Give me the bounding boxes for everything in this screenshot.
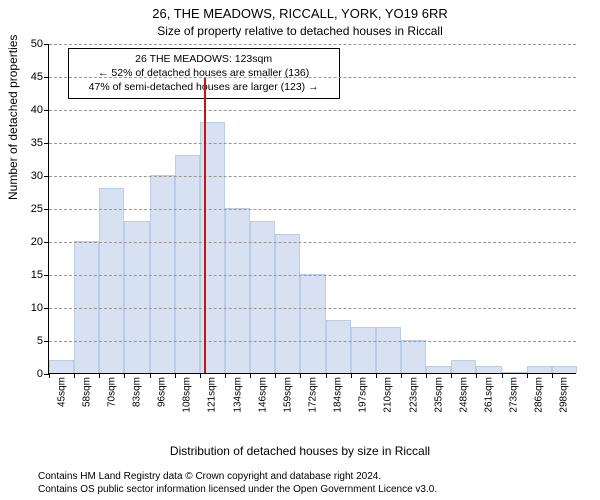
x-tick-mark xyxy=(124,373,125,378)
chart-plot-area: 26 THE MEADOWS: 123sqm ← 52% of detached… xyxy=(48,44,576,374)
y-tick-label: 35 xyxy=(31,137,43,149)
footer-line-2: Contains OS public sector information li… xyxy=(38,483,590,496)
x-tick-mark xyxy=(225,373,226,378)
histogram-bar xyxy=(250,221,275,373)
footer-line-1: Contains HM Land Registry data © Crown c… xyxy=(38,470,590,483)
gridline xyxy=(49,275,576,276)
x-tick-label: 159sqm xyxy=(282,377,293,413)
y-tick-label: 45 xyxy=(31,71,43,83)
gridline xyxy=(49,176,576,177)
histogram-bar xyxy=(74,241,99,373)
gridline xyxy=(49,143,576,144)
histogram-bar xyxy=(49,360,74,373)
gridline xyxy=(49,77,576,78)
histogram-bar xyxy=(376,327,401,373)
gridline xyxy=(49,110,576,111)
x-tick-mark xyxy=(200,373,201,378)
x-tick-label: 298sqm xyxy=(559,377,570,413)
y-tick-label: 10 xyxy=(31,302,43,314)
histogram-bar xyxy=(150,175,175,373)
x-tick-label: 96sqm xyxy=(157,377,168,407)
histogram-bar xyxy=(225,208,250,373)
x-tick-mark xyxy=(351,373,352,378)
x-tick-label: 248sqm xyxy=(458,377,469,413)
histogram-bar xyxy=(552,366,577,373)
y-tick-label: 0 xyxy=(37,368,43,380)
annotation-line-1: 26 THE MEADOWS: 123sqm xyxy=(75,52,333,66)
gridline xyxy=(49,308,576,309)
x-tick-label: 108sqm xyxy=(182,377,193,413)
x-tick-label: 83sqm xyxy=(132,377,143,407)
histogram-bar xyxy=(426,366,451,373)
x-tick-label: 184sqm xyxy=(333,377,344,413)
y-tick-label: 5 xyxy=(37,335,43,347)
histogram-bar xyxy=(401,340,426,373)
y-tick-label: 40 xyxy=(31,104,43,116)
footer-attribution: Contains HM Land Registry data © Crown c… xyxy=(38,470,590,496)
x-tick-mark xyxy=(74,373,75,378)
y-tick-label: 20 xyxy=(31,236,43,248)
chart-title-sub: Size of property relative to detached ho… xyxy=(0,24,600,38)
x-tick-mark xyxy=(275,373,276,378)
histogram-bar xyxy=(124,221,149,373)
chart-title-main: 26, THE MEADOWS, RICCALL, YORK, YO19 6RR xyxy=(0,6,600,21)
gridline xyxy=(49,209,576,210)
x-tick-mark xyxy=(451,373,452,378)
x-tick-label: 146sqm xyxy=(257,377,268,413)
histogram-bar xyxy=(275,234,300,373)
x-tick-mark xyxy=(175,373,176,378)
x-tick-mark xyxy=(502,373,503,378)
x-tick-mark xyxy=(49,373,50,378)
histogram-bar xyxy=(351,327,376,373)
x-tick-label: 197sqm xyxy=(358,377,369,413)
x-tick-label: 172sqm xyxy=(308,377,319,413)
gridline xyxy=(49,242,576,243)
x-tick-label: 210sqm xyxy=(383,377,394,413)
x-tick-label: 273sqm xyxy=(509,377,520,413)
y-axis-label: Number of detached properties xyxy=(6,35,20,200)
x-tick-label: 235sqm xyxy=(433,377,444,413)
x-tick-label: 261sqm xyxy=(484,377,495,413)
x-tick-mark xyxy=(426,373,427,378)
x-tick-mark xyxy=(250,373,251,378)
y-tick-label: 15 xyxy=(31,269,43,281)
x-tick-mark xyxy=(300,373,301,378)
histogram-bar xyxy=(527,366,552,373)
x-tick-mark xyxy=(376,373,377,378)
histogram-bar xyxy=(99,188,124,373)
histogram-bar xyxy=(300,274,325,373)
histogram-bar xyxy=(502,372,527,373)
histogram-bar xyxy=(476,366,501,373)
highlight-property-line xyxy=(204,78,206,373)
x-tick-mark xyxy=(552,373,553,378)
x-tick-label: 134sqm xyxy=(232,377,243,413)
x-tick-label: 58sqm xyxy=(81,377,92,407)
gridline xyxy=(49,44,576,45)
histogram-bar xyxy=(451,360,476,373)
x-tick-mark xyxy=(326,373,327,378)
histogram-bar xyxy=(326,320,351,373)
x-tick-label: 45sqm xyxy=(56,377,67,407)
x-tick-mark xyxy=(99,373,100,378)
x-tick-mark xyxy=(476,373,477,378)
x-tick-label: 223sqm xyxy=(408,377,419,413)
gridline xyxy=(49,341,576,342)
x-axis-label: Distribution of detached houses by size … xyxy=(0,444,600,458)
y-tick-label: 30 xyxy=(31,170,43,182)
x-tick-label: 286sqm xyxy=(534,377,545,413)
x-tick-mark xyxy=(401,373,402,378)
x-tick-label: 70sqm xyxy=(106,377,117,407)
x-tick-mark xyxy=(150,373,151,378)
x-tick-mark xyxy=(527,373,528,378)
x-tick-label: 121sqm xyxy=(207,377,218,413)
y-tick-label: 50 xyxy=(31,38,43,50)
y-tick-label: 25 xyxy=(31,203,43,215)
